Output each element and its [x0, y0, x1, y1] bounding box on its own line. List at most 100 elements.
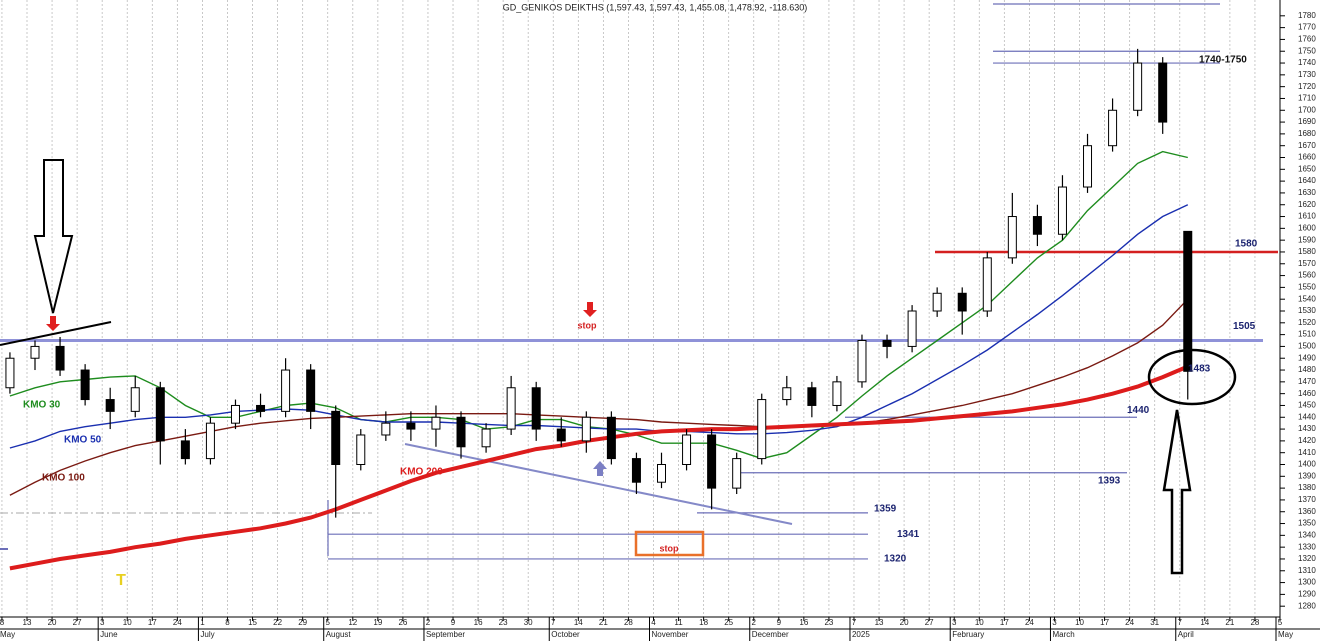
y-tick-label: 1630: [1298, 188, 1316, 197]
y-tick-label: 1580: [1298, 247, 1316, 256]
y-tick-label: 1670: [1298, 141, 1316, 150]
candle-body: [606, 416, 616, 460]
level-label: 1440: [1127, 405, 1150, 416]
y-tick-label: 1680: [1298, 129, 1316, 138]
candle-body: [456, 416, 466, 448]
y-tick-label: 1450: [1298, 401, 1316, 410]
y-tick-label: 1350: [1298, 519, 1316, 528]
trend-line: [404, 443, 793, 525]
y-tick-label: 1720: [1298, 82, 1316, 91]
x-tick-label: 20: [48, 618, 57, 627]
y-tick-label: 1660: [1298, 153, 1316, 162]
x-tick-label: 9: [777, 618, 782, 627]
x-tick-label: 8: [0, 618, 5, 627]
x-tick-label: 31: [1150, 618, 1159, 627]
x-tick-label: 3: [100, 618, 105, 627]
y-tick-label: 1650: [1298, 164, 1316, 173]
month-label: May: [0, 630, 15, 639]
month-label: March: [1052, 630, 1074, 639]
x-tick-label: 22: [273, 618, 282, 627]
x-tick-label: 19: [373, 618, 382, 627]
y-tick-label: 1550: [1298, 282, 1316, 291]
ma-label: KMO 200: [400, 467, 443, 478]
x-tick-label: 1: [200, 618, 205, 627]
x-tick-label: 3: [1052, 618, 1057, 627]
candle-body: [356, 434, 366, 466]
candle-body: [30, 345, 40, 359]
candle-body: [481, 428, 491, 448]
small-arrow: [583, 302, 597, 317]
x-tick-label: 12: [348, 618, 357, 627]
candles: [5, 48, 1193, 518]
trend-line: [0, 321, 112, 346]
chart-title: GD_GENIKOS DEIKTHS (1,597.43, 1,597.43, …: [503, 2, 808, 12]
stop-box: [634, 530, 705, 557]
down-arrow: [33, 159, 74, 314]
candle-body: [1083, 145, 1093, 188]
x-tick-label: 2: [426, 618, 431, 627]
candle-body: [932, 292, 942, 312]
x-tick-label: 3: [952, 618, 957, 627]
candle-body: [531, 387, 541, 430]
candle-body: [1183, 230, 1193, 372]
x-tick-label: 24: [1025, 618, 1034, 627]
y-tick-label: 1400: [1298, 460, 1316, 469]
y-tick-label: 1410: [1298, 448, 1316, 457]
annotation: stop: [578, 320, 598, 330]
y-tick-label: 1480: [1298, 365, 1316, 374]
month-label: June: [100, 630, 118, 639]
x-tick-label: 21: [1225, 618, 1234, 627]
ellipse: [1147, 348, 1237, 406]
candle-body: [1158, 62, 1168, 123]
y-tick-label: 1690: [1298, 117, 1316, 126]
ma-label: KMO 50: [64, 435, 102, 446]
y-tick-label: 1560: [1298, 271, 1316, 280]
x-tick-label: 16: [799, 618, 808, 627]
x-tick-label: 13: [875, 618, 884, 627]
small-arrow: [46, 316, 60, 331]
candle-body: [957, 292, 967, 312]
x-tick-label: 27: [925, 618, 934, 627]
x-tick-label: 16: [474, 618, 483, 627]
candle-body: [857, 340, 867, 383]
y-tick-label: 1310: [1298, 566, 1316, 575]
month-label: April: [1178, 630, 1194, 639]
y-tick-label: 1290: [1298, 589, 1316, 598]
y-tick-label: 1620: [1298, 200, 1316, 209]
x-tick-label: 25: [724, 618, 733, 627]
level-label: 1320: [884, 554, 907, 565]
y-tick-label: 1390: [1298, 471, 1316, 480]
candle-body: [155, 387, 165, 442]
candle-body: [205, 422, 215, 460]
candle-body: [707, 434, 717, 489]
value-label: 1483: [1188, 364, 1211, 375]
candle-body: [882, 340, 892, 347]
annotation: T: [116, 572, 126, 589]
y-tick-label: 1490: [1298, 353, 1316, 362]
x-tick-label: 14: [574, 618, 583, 627]
candle-body: [732, 458, 742, 489]
x-tick-label: 10: [975, 618, 984, 627]
candle-body: [506, 387, 516, 430]
candle-body: [1007, 216, 1017, 259]
candle-body: [782, 387, 792, 401]
y-tick-label: 1760: [1298, 35, 1316, 44]
candle-body: [982, 257, 992, 312]
candle-body: [130, 387, 140, 412]
month-label: November: [652, 630, 689, 639]
x-tick-label: 23: [499, 618, 508, 627]
candle-body: [1032, 216, 1042, 235]
x-tick-label: 17: [1100, 618, 1109, 627]
month-label: May: [1278, 630, 1293, 639]
y-tick-label: 1380: [1298, 483, 1316, 492]
level-label: 1393: [1098, 475, 1121, 486]
x-tick-label: 30: [524, 618, 533, 627]
annotation: 1740-1750: [1199, 55, 1247, 66]
y-tick-label: 1470: [1298, 377, 1316, 386]
x-tick-label: 2: [752, 618, 757, 627]
month-label: September: [426, 630, 465, 639]
candle-body: [757, 399, 767, 460]
x-tick-label: 5: [1278, 618, 1283, 627]
